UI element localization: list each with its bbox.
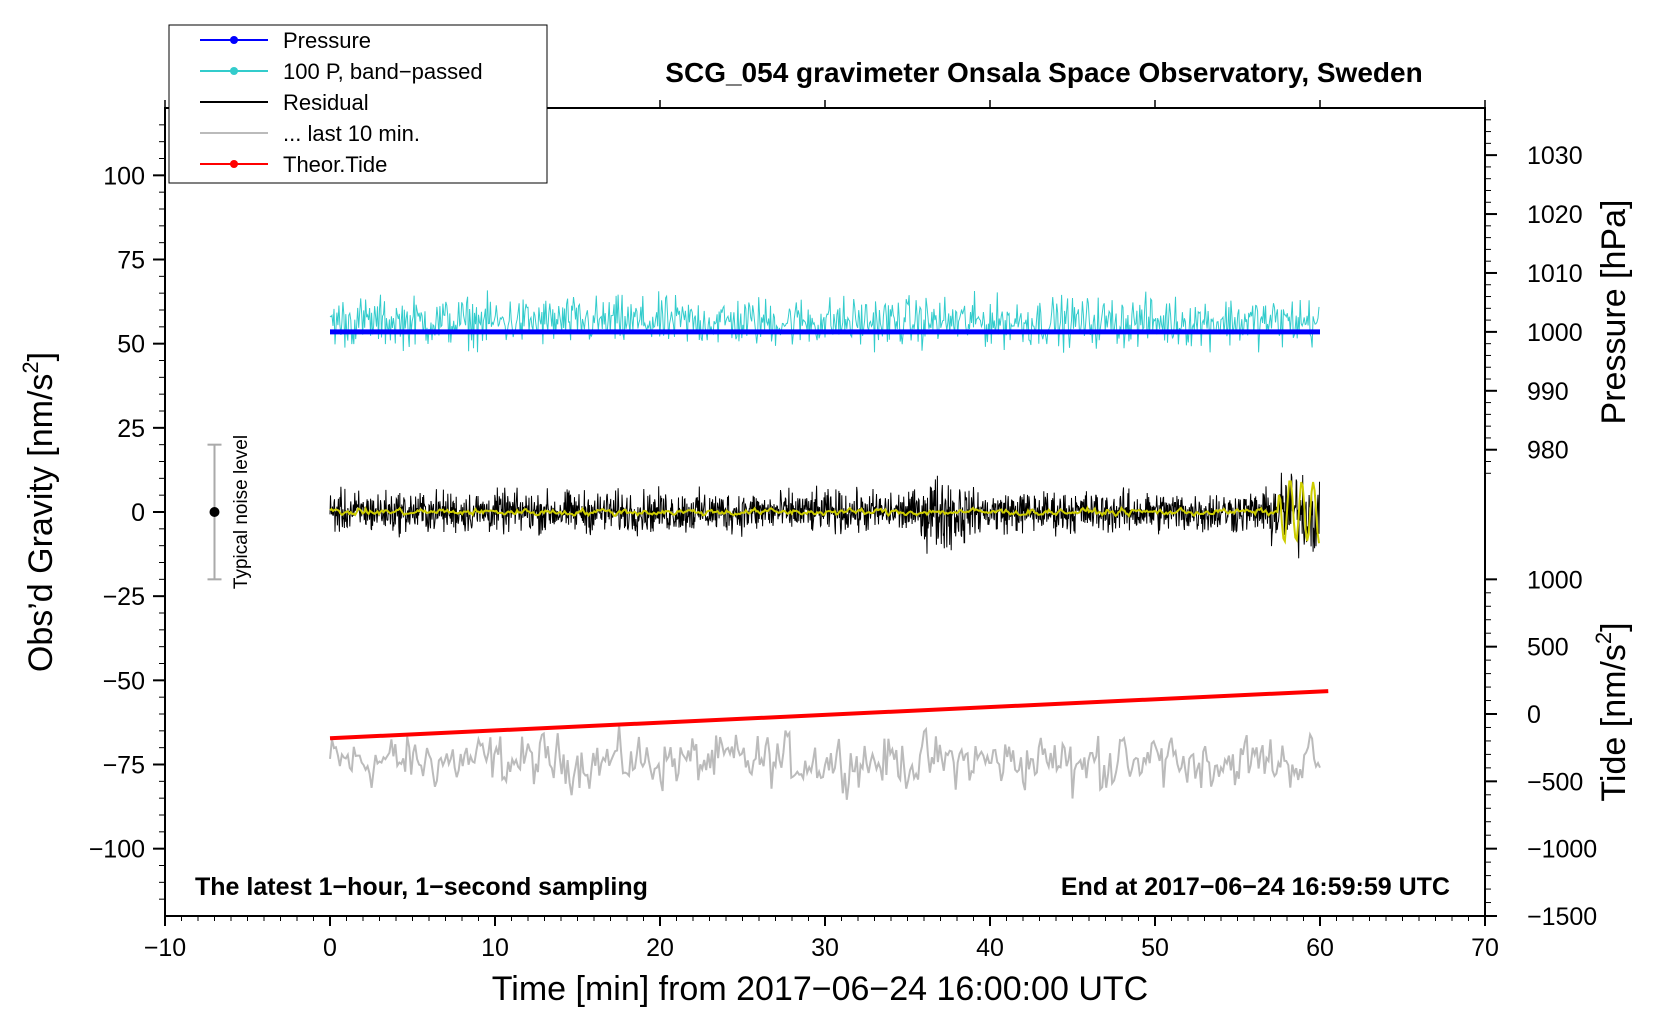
legend-marker [230, 67, 238, 75]
y-tick-label-pressure: 990 [1527, 378, 1569, 406]
y-tick-label-gravity: 100 [103, 162, 145, 190]
x-axis-title: Time [min] from 2017−06−24 16:00:00 UTC [492, 970, 1148, 1008]
y-tick-label-gravity: −75 [103, 752, 145, 780]
y-tick-label-gravity: −50 [103, 667, 145, 695]
x-tick-label: 60 [1306, 934, 1334, 962]
y-tick-label-pressure: 980 [1527, 437, 1569, 465]
annotation-bottom-left: The latest 1−hour, 1−second sampling [195, 873, 648, 901]
y-tick-label-tide: 0 [1527, 701, 1541, 729]
x-tick-label: 10 [481, 934, 509, 962]
y-tick-label-gravity: 75 [117, 247, 145, 275]
y-tick-label-gravity: 50 [117, 331, 145, 359]
legend-label: Pressure [283, 28, 371, 53]
y-tick-label-pressure: 1030 [1527, 142, 1583, 170]
x-tick-label: 20 [646, 934, 674, 962]
series-layer [329, 290, 1329, 800]
series-residual-smoothed [329, 480, 1320, 545]
legend-label: 100 P, band−passed [283, 59, 483, 84]
y-axis-title-gravity: Obs’d Gravity [nm/s2] [18, 352, 60, 672]
noise-level-label: Typical noise level [231, 435, 252, 589]
y-tick-label-tide: 500 [1527, 634, 1569, 662]
legend: Pressure 100 P, band−passed Residual ... la… [168, 24, 548, 184]
y-tick-label-tide: −1500 [1527, 903, 1597, 931]
legend-marker [230, 160, 238, 168]
y-tick-label-pressure: 1000 [1527, 319, 1583, 347]
y-tick-label-gravity: −25 [103, 583, 145, 611]
y-axis-title-pressure: Pressure [hPa] [1595, 200, 1633, 425]
y-tick-label-gravity: −100 [89, 836, 145, 864]
y-tick-label-tide: 1000 [1527, 566, 1583, 594]
x-tick-label: 70 [1471, 934, 1499, 962]
x-tick-label: 30 [811, 934, 839, 962]
noise-bar-dot [209, 507, 220, 517]
series-band-passed [329, 290, 1320, 353]
y-tick-label-tide: −1000 [1527, 836, 1597, 864]
series-theor-tide [329, 689, 1329, 741]
x-tick-label: −10 [144, 934, 186, 962]
legend-label: Residual [283, 90, 369, 115]
legend-label: ... last 10 min. [283, 121, 420, 146]
legend-marker [230, 36, 238, 44]
chart-title: SCG_054 gravimeter Onsala Space Observat… [665, 57, 1422, 88]
y-axis-title-tide: Tide [nm/s2] [1591, 622, 1633, 801]
legend-label: Theor.Tide [283, 152, 387, 177]
y-tick-label-tide: −500 [1527, 768, 1583, 796]
x-tick-label: 0 [323, 934, 337, 962]
axis-ticks [153, 100, 1497, 926]
x-tick-label: 50 [1141, 934, 1169, 962]
y-tick-label-gravity: 25 [117, 415, 145, 443]
y-tick-label-pressure: 1020 [1527, 201, 1583, 229]
y-tick-label-pressure: 1010 [1527, 260, 1583, 288]
y-tick-label-gravity: 0 [131, 499, 145, 527]
axis-labels: −10 0 10 20 30 40 50 60 70−100−75−50−25025507510… [89, 142, 1598, 962]
legend-box [168, 24, 548, 184]
series-last-10-min [329, 724, 1321, 800]
x-tick-label: 40 [976, 934, 1004, 962]
noise-level-indicator [207, 443, 222, 581]
annotation-bottom-right: End at 2017−06−24 16:59:59 UTC [1061, 873, 1450, 901]
